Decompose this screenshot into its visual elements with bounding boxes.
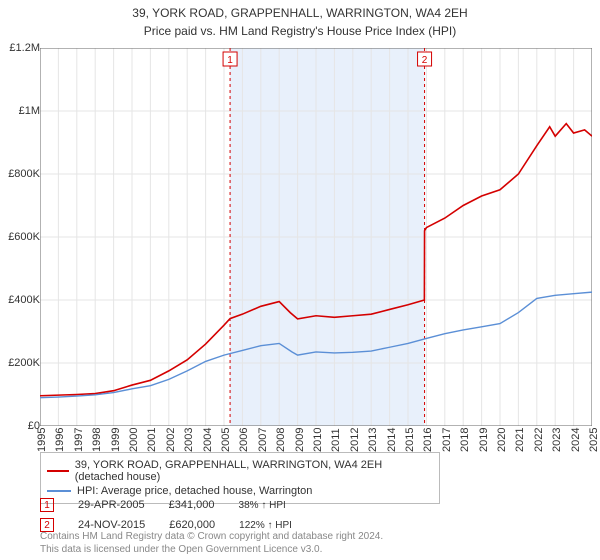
- x-tick-label: 2000: [128, 428, 140, 452]
- x-tick-label: 2013: [367, 428, 379, 452]
- event-vs-2: 122% ↑ HPI: [239, 520, 292, 531]
- x-tick-label: 2006: [238, 428, 250, 452]
- x-tick-label: 1999: [110, 428, 122, 452]
- x-tick-label: 1996: [54, 428, 66, 452]
- x-tick-label: 2004: [202, 428, 214, 452]
- legend-swatch-hpi: [47, 490, 71, 492]
- event-date-2: 24-NOV-2015: [78, 519, 145, 531]
- x-tick-label: 2021: [514, 428, 526, 452]
- x-tick-label: 2014: [386, 428, 398, 452]
- x-tick-label: 2011: [330, 428, 342, 452]
- event-row-1: 1 29-APR-2005 £341,000 38% ↑ HPI: [40, 498, 286, 512]
- x-tick-label: 1995: [36, 428, 48, 452]
- y-tick-label: £1.2M: [0, 42, 40, 54]
- x-tick-label: 2016: [422, 428, 434, 452]
- chart-container: 39, YORK ROAD, GRAPPENHALL, WARRINGTON, …: [0, 0, 600, 560]
- y-tick-label: £800K: [0, 168, 40, 180]
- attribution-line1: Contains HM Land Registry data © Crown c…: [40, 531, 383, 544]
- legend-row-price: 39, YORK ROAD, GRAPPENHALL, WARRINGTON, …: [47, 459, 433, 483]
- x-tick-label: 2023: [551, 428, 563, 452]
- event-vs-1: 38% ↑ HPI: [239, 500, 286, 511]
- x-tick-label: 2022: [533, 428, 545, 452]
- legend-swatch-price: [47, 470, 69, 472]
- event-marker-1: 1: [40, 498, 54, 512]
- event-marker-2: 2: [40, 518, 54, 532]
- event-price-1: £341,000: [169, 499, 215, 511]
- x-tick-label: 2001: [146, 428, 158, 452]
- attribution: Contains HM Land Registry data © Crown c…: [40, 531, 383, 556]
- x-tick-label: 2015: [404, 428, 416, 452]
- x-tick-label: 2008: [275, 428, 287, 452]
- event-row-2: 2 24-NOV-2015 £620,000 122% ↑ HPI: [40, 518, 292, 532]
- x-tick-label: 2024: [570, 428, 582, 452]
- x-tick-label: 2010: [312, 428, 324, 452]
- svg-text:1: 1: [227, 55, 233, 66]
- legend-label-hpi: HPI: Average price, detached house, Warr…: [77, 485, 312, 497]
- x-tick-label: 2012: [349, 428, 361, 452]
- x-tick-label: 2007: [257, 428, 269, 452]
- y-tick-label: £0: [0, 420, 40, 432]
- x-tick-label: 1998: [91, 428, 103, 452]
- x-tick-label: 2017: [441, 428, 453, 452]
- x-tick-label: 2003: [183, 428, 195, 452]
- event-date-1: 29-APR-2005: [78, 499, 145, 511]
- y-tick-label: £600K: [0, 231, 40, 243]
- event-price-2: £620,000: [169, 519, 215, 531]
- title-line1: 39, YORK ROAD, GRAPPENHALL, WARRINGTON, …: [0, 0, 600, 22]
- attribution-line2: This data is licensed under the Open Gov…: [40, 544, 383, 557]
- legend-label-price: 39, YORK ROAD, GRAPPENHALL, WARRINGTON, …: [75, 459, 433, 483]
- legend: 39, YORK ROAD, GRAPPENHALL, WARRINGTON, …: [40, 452, 440, 504]
- legend-row-hpi: HPI: Average price, detached house, Warr…: [47, 485, 433, 497]
- svg-text:2: 2: [422, 55, 428, 66]
- x-tick-label: 2005: [220, 428, 232, 452]
- chart-plot-area: 12: [40, 48, 592, 426]
- x-tick-label: 1997: [73, 428, 85, 452]
- y-tick-label: £1M: [0, 105, 40, 117]
- x-tick-label: 2020: [496, 428, 508, 452]
- x-tick-label: 2002: [165, 428, 177, 452]
- chart-svg: 12: [40, 48, 592, 426]
- x-tick-label: 2009: [294, 428, 306, 452]
- y-tick-label: £200K: [0, 357, 40, 369]
- x-tick-label: 2019: [478, 428, 490, 452]
- x-tick-label: 2025: [588, 428, 600, 452]
- y-tick-label: £400K: [0, 294, 40, 306]
- title-line2: Price paid vs. HM Land Registry's House …: [0, 22, 600, 38]
- x-tick-label: 2018: [459, 428, 471, 452]
